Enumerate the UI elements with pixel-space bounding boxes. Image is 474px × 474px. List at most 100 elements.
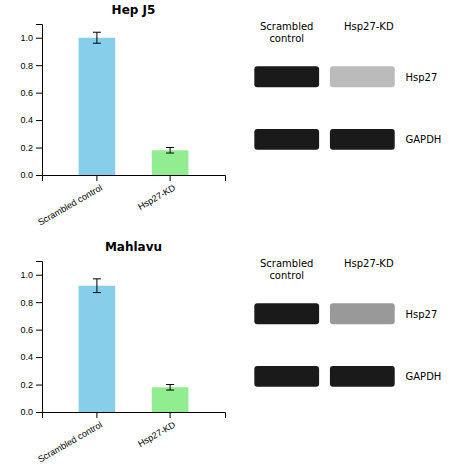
y-axis-line: [36, 25, 43, 176]
y-tick-mark: [36, 330, 42, 331]
bar: [152, 387, 189, 412]
y-axis: 0.0 0.2 0.4 0.6 0.8 1.0: [20, 262, 42, 418]
blot-band: [254, 129, 319, 150]
x-tick-label: Hsp27-KD: [136, 182, 177, 212]
y-tick-label: 1.0: [20, 270, 33, 280]
x-tick-label: Hsp27-KD: [136, 419, 177, 449]
y-tick-mark: [36, 175, 42, 176]
annotation-line: Hsp27-KD: [344, 21, 394, 32]
y-tick-label: 0.0: [20, 407, 33, 417]
blot-band: [330, 303, 395, 324]
y-tick: 0.0: [20, 170, 42, 180]
y-tick-mark: [36, 65, 42, 66]
y-tick: 0.4: [20, 352, 42, 362]
annotation-line: control: [269, 33, 304, 44]
y-tick-label: 0.4: [20, 115, 33, 125]
x-axis-line: [43, 413, 226, 419]
bar-panel: 0.0 0.2 0.4 0.6 0.8 1.0 Scrambled control Hsp27…: [20, 3, 225, 228]
y-tick-label: 0.6: [20, 325, 33, 335]
x-tick: Scrambled control: [36, 412, 104, 465]
figure: 0.0 0.2 0.4 0.6 0.8 1.0 Scrambled control Hsp27…: [0, 0, 474, 474]
error-bar-stem: [170, 385, 171, 390]
error-bar-cap: [93, 32, 101, 33]
y-tick-mark: [36, 412, 42, 413]
blot-band: [254, 66, 319, 87]
annotation: Hsp27-KD: [344, 258, 394, 269]
x-tick: Scrambled control: [36, 175, 104, 228]
error-bar: [93, 279, 101, 293]
annotation-line: control: [269, 270, 304, 281]
y-tick-label: 0.0: [20, 170, 33, 180]
x-tick-label: Scrambled control: [36, 183, 104, 228]
chart-title: Mahlavu: [105, 240, 162, 254]
y-axis-line: [36, 262, 43, 413]
error-bar: [166, 385, 174, 390]
error-bar-stem: [96, 279, 97, 293]
blot-band: [330, 366, 395, 387]
error-bar-stem: [96, 32, 97, 43]
y-tick-mark: [36, 38, 42, 39]
blot-band: [330, 66, 395, 87]
annotation-line: Scrambled: [260, 21, 313, 32]
error-bar-cap: [93, 292, 101, 293]
y-tick-label: 0.4: [20, 352, 33, 362]
error-bar-cap: [93, 278, 101, 279]
x-tick-mark: [96, 175, 97, 181]
bar-panel: 0.0 0.2 0.4 0.6 0.8 1.0 Scrambled control Hsp27…: [20, 240, 225, 465]
blot-panel: Scrambledcontrol Hsp27-KD Hsp27 GAPDH: [254, 21, 441, 150]
bar: [79, 38, 116, 175]
x-tick-mark: [96, 412, 97, 418]
y-tick: 0.0: [20, 407, 42, 417]
annotation: Hsp27-KD: [344, 21, 394, 32]
annotation: Hsp27: [406, 309, 438, 320]
y-tick-label: 0.6: [20, 88, 33, 98]
annotation: Scrambledcontrol: [260, 258, 313, 281]
blot-panel: Scrambledcontrol Hsp27-KD Hsp27 GAPDH: [254, 258, 441, 387]
annotation-line: Hsp27: [406, 309, 438, 320]
annotation-line: GAPDH: [406, 134, 442, 145]
x-tick-label: Scrambled control: [36, 420, 104, 465]
y-tick-mark: [36, 385, 42, 386]
y-tick: 0.4: [20, 115, 42, 125]
y-tick: 0.2: [20, 143, 42, 153]
error-bar: [166, 148, 174, 153]
y-tick-label: 0.8: [20, 61, 33, 71]
error-bar: [93, 32, 101, 43]
annotation: Scrambledcontrol: [260, 21, 313, 44]
y-tick: 0.2: [20, 380, 42, 390]
error-bar-cap: [166, 384, 174, 385]
y-tick-label: 0.8: [20, 298, 33, 308]
error-bar-cap: [166, 153, 174, 154]
annotation-line: Hsp27: [406, 72, 438, 83]
y-tick: 0.6: [20, 88, 42, 98]
bar: [152, 150, 189, 175]
y-axis: 0.0 0.2 0.4 0.6 0.8 1.0: [20, 25, 42, 181]
annotation: Hsp27: [406, 72, 438, 83]
x-tick-mark: [170, 412, 171, 418]
y-tick-mark: [36, 148, 42, 149]
y-tick: 0.6: [20, 325, 42, 335]
x-axis: Scrambled control Hsp27-KD: [36, 175, 225, 228]
annotation-line: Scrambled: [260, 258, 313, 269]
y-tick-mark: [36, 120, 42, 121]
error-bar-stem: [170, 148, 171, 153]
y-tick-label: 0.2: [20, 143, 33, 153]
y-tick: 1.0: [20, 270, 42, 280]
blot-band: [330, 129, 395, 150]
y-tick-label: 0.2: [20, 380, 33, 390]
y-tick-mark: [36, 302, 42, 303]
error-bar-cap: [93, 43, 101, 44]
y-tick-label: 1.0: [20, 33, 33, 43]
annotation: GAPDH: [406, 371, 442, 382]
y-tick-mark: [36, 275, 42, 276]
annotation-line: GAPDH: [406, 371, 442, 382]
x-axis: Scrambled control Hsp27-KD: [36, 412, 225, 465]
chart-title: Hep J5: [112, 3, 156, 17]
annotation: GAPDH: [406, 134, 442, 145]
x-tick-mark: [170, 175, 171, 181]
marks: [79, 32, 189, 175]
marks: [79, 279, 189, 412]
bar: [79, 286, 116, 412]
blot-band: [254, 303, 319, 324]
y-tick-mark: [36, 357, 42, 358]
